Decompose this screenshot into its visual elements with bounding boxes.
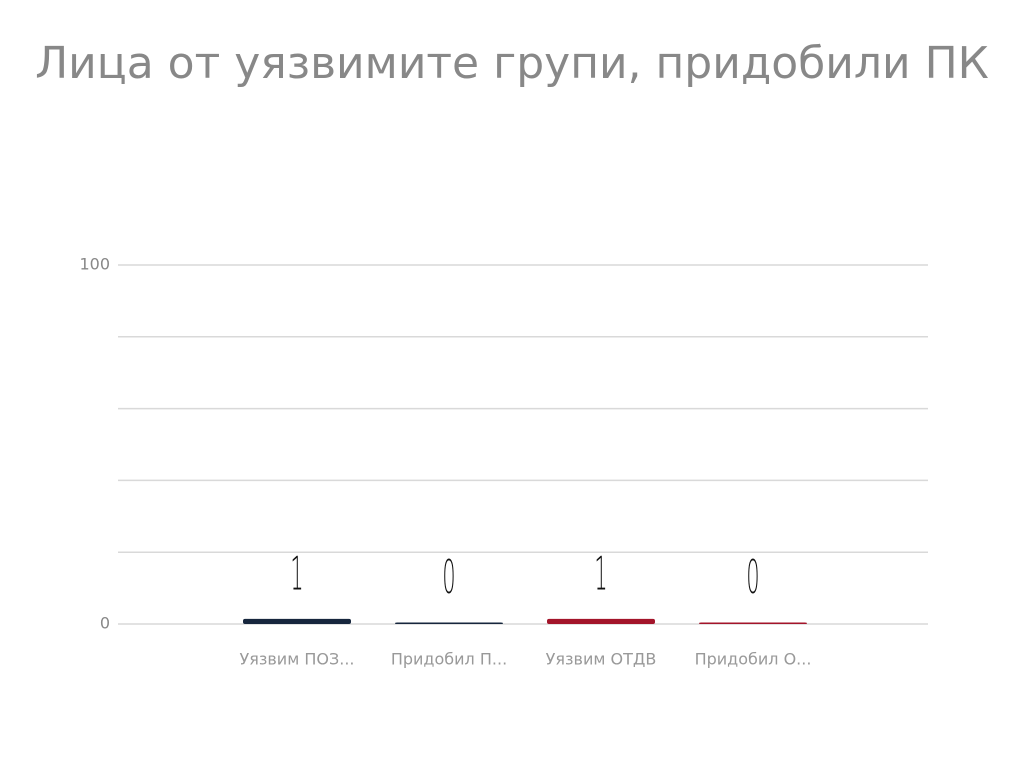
data-label: 0 [746,552,759,605]
y-tick-label: 100 [79,255,110,274]
chart-title: Лица от уязвимите групи, придобили ПК [35,38,989,89]
x-tick-label: Придобил О... [695,650,812,669]
bar [395,622,503,624]
x-tick-label: Уязвим ПОЗ... [239,650,354,669]
bar [699,622,807,624]
data-label: 1 [594,548,607,601]
data-label: 0 [442,552,455,605]
bar [243,618,351,624]
y-tick-label: 0 [100,614,110,633]
data-label: 1 [290,548,303,601]
x-tick-label: Придобил П... [391,650,507,669]
x-tick-label: Уязвим ОТДВ [546,650,657,669]
bar [547,618,655,624]
